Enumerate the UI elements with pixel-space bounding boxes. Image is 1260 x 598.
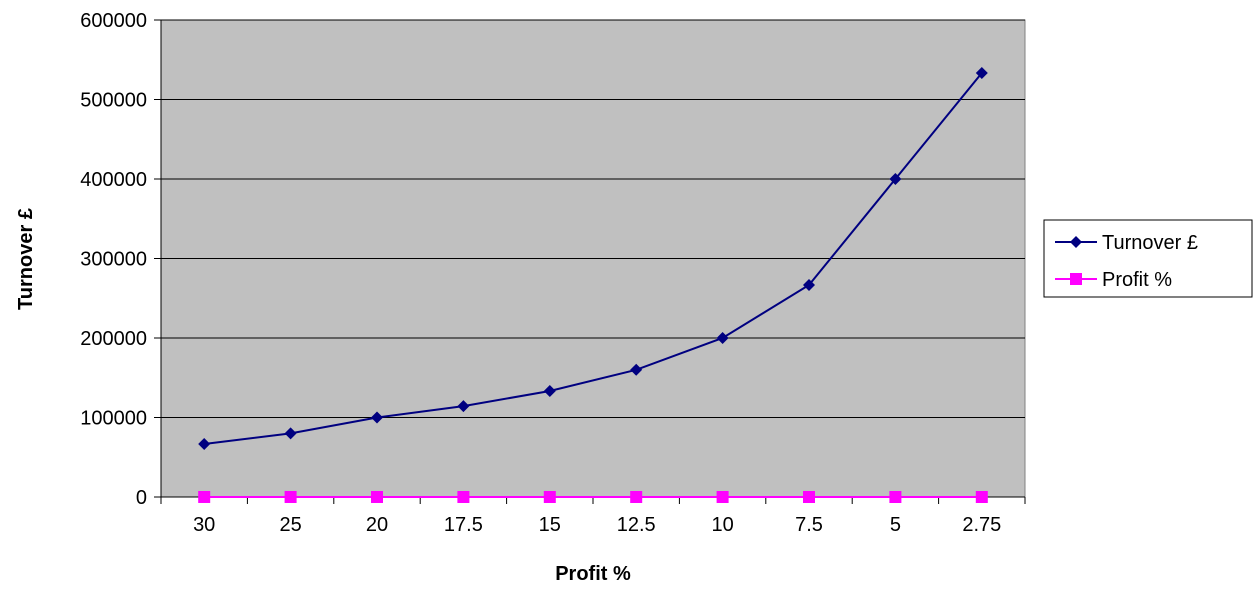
y-tick-label: 100000 xyxy=(80,408,147,430)
x-tick-label: 7.5 xyxy=(795,514,823,536)
data-point-diamond xyxy=(889,173,902,185)
y-axis-title: Turnover £ xyxy=(15,208,37,310)
x-tick-label: 15 xyxy=(539,514,561,536)
series-line xyxy=(204,72,983,445)
data-point-diamond xyxy=(630,363,643,376)
x-tick-labels: 30 25 20 17.5 15 12.5 10 7.5 5 2.75 xyxy=(193,514,1001,536)
data-point-diamond xyxy=(803,278,815,291)
x-tick-label: 30 xyxy=(193,514,215,536)
x-tick-label: 20 xyxy=(366,514,388,536)
y-tick-label: 200000 xyxy=(80,328,147,350)
data-point-diamond xyxy=(975,67,988,80)
x-tick-label: 10 xyxy=(711,514,733,536)
data-point-square xyxy=(630,490,643,503)
legend: Turnover £ Profit % xyxy=(1043,219,1253,298)
data-point-square xyxy=(284,490,297,503)
data-point-diamond xyxy=(457,400,470,413)
data-point-square xyxy=(457,490,470,503)
y-tick-label: 0 xyxy=(136,487,147,509)
data-point-diamond xyxy=(284,427,297,440)
y-tick-label: 600000 xyxy=(80,10,147,32)
y-tick-label: 400000 xyxy=(80,169,147,191)
data-point-square xyxy=(803,490,815,503)
data-point-square xyxy=(371,490,383,503)
y-tick-label: 500000 xyxy=(80,90,147,112)
data-point-diamond xyxy=(716,332,729,344)
x-tick-label: 25 xyxy=(279,514,301,536)
x-tick-label: 17.5 xyxy=(444,514,483,536)
legend-label-turnover: Turnover £ xyxy=(1102,232,1198,254)
x-tick-label: 2.75 xyxy=(962,514,1001,536)
legend-marker-square xyxy=(1070,273,1082,285)
y-tick-label: 300000 xyxy=(80,249,147,271)
data-point-square xyxy=(975,490,988,503)
data-point-diamond xyxy=(198,437,211,450)
data-point-square xyxy=(198,490,211,503)
x-tick-label: 12.5 xyxy=(617,514,656,536)
series-turnover xyxy=(198,67,988,450)
y-tick-labels: 0 100000 200000 300000 400000 500000 600000 xyxy=(80,10,147,509)
x-tick-label: 5 xyxy=(890,514,901,536)
legend-marker-diamond xyxy=(1070,236,1082,248)
series-group xyxy=(198,67,988,503)
x-axis-title: Profit % xyxy=(555,563,631,585)
gridlines xyxy=(161,19,1025,418)
data-point-diamond xyxy=(543,385,556,398)
data-point-diamond xyxy=(371,411,383,424)
legend-label-profit: Profit % xyxy=(1102,269,1172,291)
data-point-square xyxy=(716,490,729,503)
data-point-square xyxy=(543,490,556,503)
series-profit xyxy=(198,490,988,503)
data-point-square xyxy=(889,490,902,503)
